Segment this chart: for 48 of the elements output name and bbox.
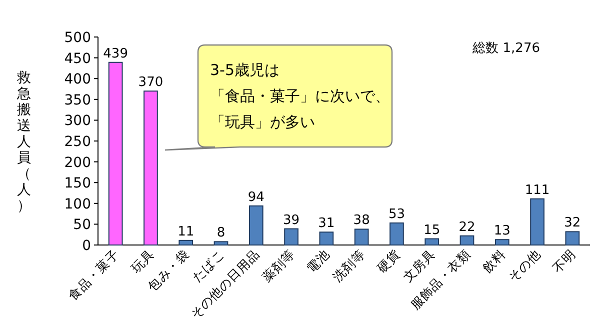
bar bbox=[494, 239, 510, 246]
bar bbox=[284, 228, 298, 246]
x-tick-label: 玩具 bbox=[128, 246, 157, 276]
x-tick-label: 不明 bbox=[550, 246, 579, 276]
y-tick-label: 300 bbox=[64, 113, 91, 130]
bar bbox=[248, 205, 264, 246]
bar bbox=[424, 238, 440, 246]
data-label: 39 bbox=[283, 212, 300, 228]
data-label: 370 bbox=[138, 75, 164, 90]
y-tick-label: 100 bbox=[64, 196, 91, 212]
annotation: 3-5歳児は bbox=[210, 61, 280, 79]
data-label: 31 bbox=[318, 216, 335, 232]
y-tick-label: 400 bbox=[64, 72, 91, 88]
y-tick-label: 0 bbox=[82, 238, 91, 254]
bar bbox=[319, 232, 334, 246]
x-tick-label: 硬貨 bbox=[374, 246, 403, 276]
y-tick-label: 250 bbox=[64, 134, 91, 150]
bar bbox=[108, 62, 123, 246]
y-tick-label: 200 bbox=[64, 154, 91, 171]
data-label: 94 bbox=[248, 190, 264, 205]
data-label: 32 bbox=[564, 216, 581, 231]
bar bbox=[214, 241, 228, 246]
data-label: 38 bbox=[353, 213, 370, 228]
bar bbox=[460, 235, 474, 246]
data-label: 53 bbox=[388, 206, 405, 222]
annotation: 「玩具」が多い bbox=[210, 113, 315, 131]
bar bbox=[144, 90, 158, 246]
bar bbox=[530, 198, 544, 246]
y-tick-label: 500 bbox=[64, 30, 91, 46]
data-label: 439 bbox=[103, 46, 128, 62]
y-tick-label: 350 bbox=[64, 92, 91, 108]
data-label: 22 bbox=[458, 220, 476, 235]
data-label: 8 bbox=[216, 226, 226, 241]
x-tick-label: 薬剤等 bbox=[259, 246, 298, 285]
annotation: 「食品・菓子」に次いで、 bbox=[210, 87, 390, 105]
text: 救急搬送人員（人） bbox=[17, 70, 31, 214]
data-label: 13 bbox=[494, 224, 510, 239]
data-label: 11 bbox=[178, 224, 194, 240]
y-tick-label: 50 bbox=[73, 217, 91, 234]
data-label: 15 bbox=[424, 222, 440, 238]
annotation: 総数 1,276 bbox=[472, 41, 540, 56]
bar bbox=[565, 231, 580, 246]
y-tick-label: 150 bbox=[64, 176, 91, 192]
bar bbox=[178, 240, 194, 246]
bar bbox=[354, 228, 369, 246]
data-label: 111 bbox=[524, 182, 550, 198]
bar bbox=[390, 222, 404, 246]
y-tick-label: 450 bbox=[64, 50, 91, 67]
